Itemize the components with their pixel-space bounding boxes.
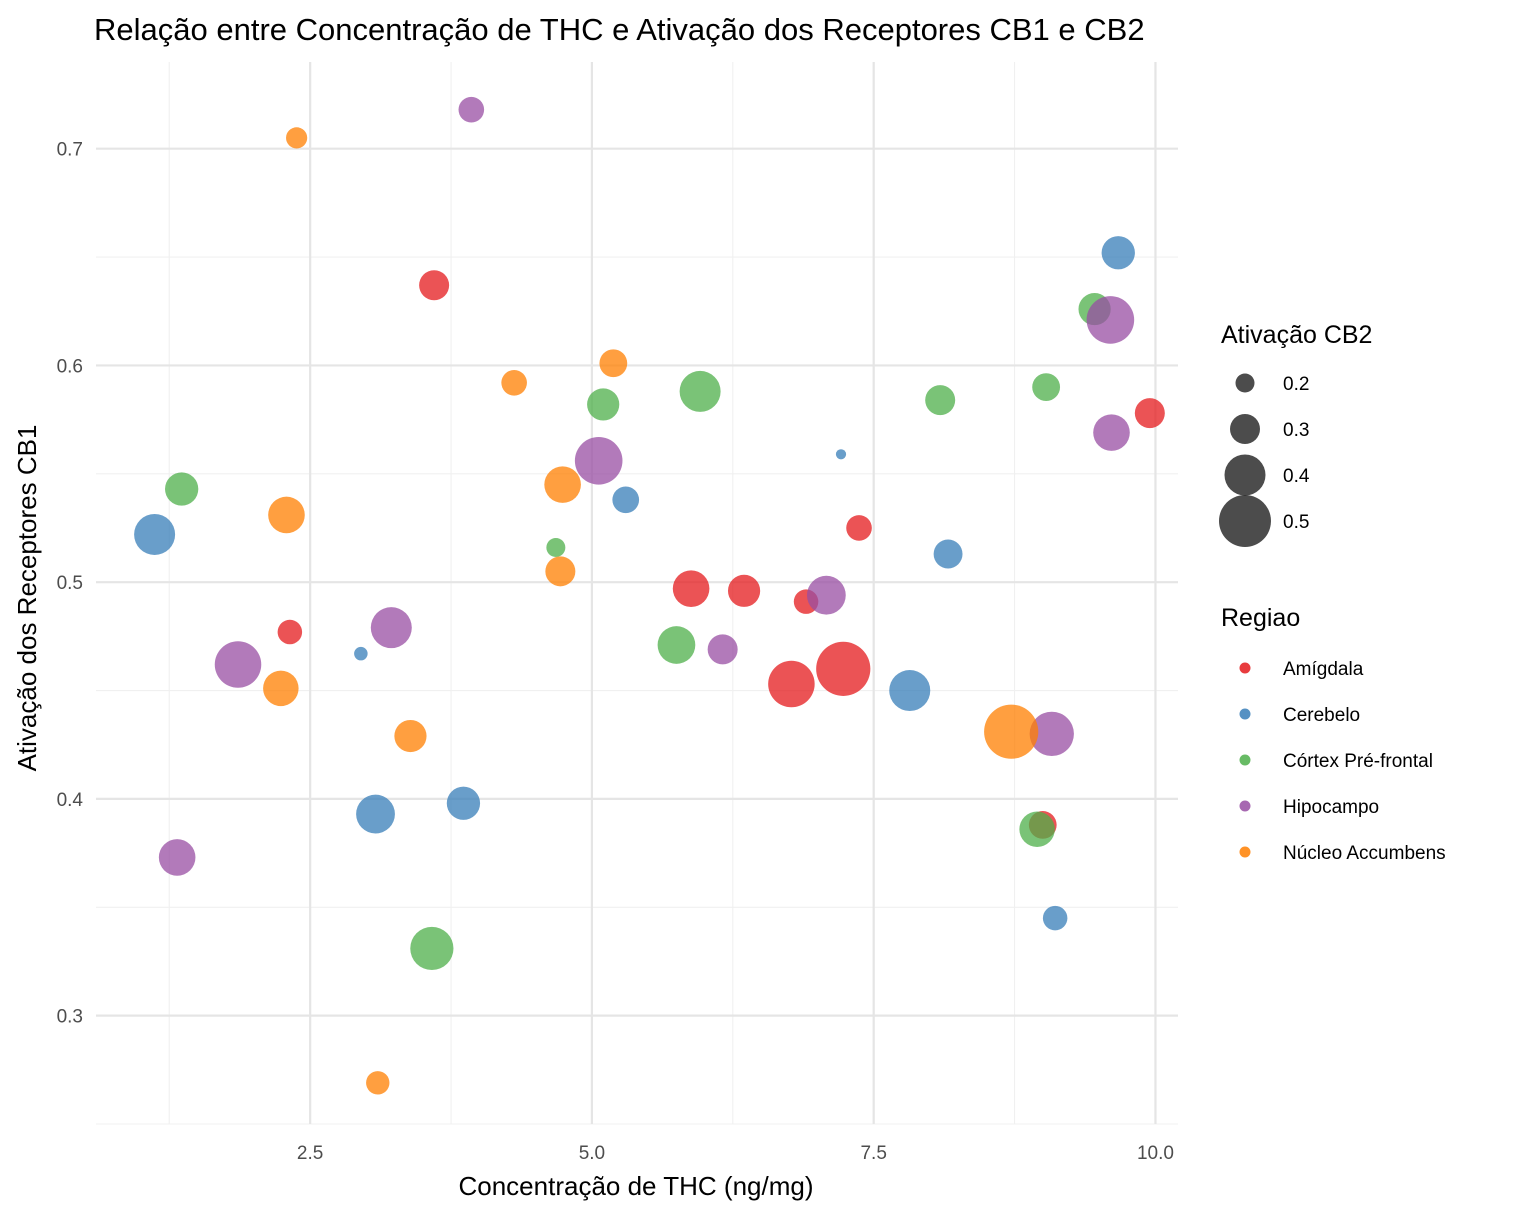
data-point (158, 839, 196, 876)
x-tick-label: 5.0 (579, 1143, 605, 1164)
color-legend-key (1239, 662, 1251, 674)
size-legend-key (1224, 454, 1266, 496)
data-points (134, 96, 1165, 1095)
size-legend-label: 0.4 (1283, 466, 1310, 487)
data-point (587, 388, 620, 421)
size-legend-key (1219, 495, 1271, 547)
y-tick-label: 0.3 (57, 1007, 83, 1028)
data-point (574, 436, 623, 485)
x-tick-label: 7.5 (860, 1143, 886, 1164)
data-point (1101, 236, 1135, 270)
size-legend-label: 0.3 (1283, 420, 1309, 441)
data-point (165, 472, 199, 506)
color-legend-label: Hipocampo (1283, 797, 1379, 818)
data-point (1032, 373, 1061, 402)
color-legend-key (1239, 800, 1251, 812)
color-legend-label: Córtex Pré-frontal (1283, 751, 1433, 772)
data-point (984, 704, 1039, 759)
y-tick-label: 0.5 (57, 573, 83, 594)
color-legend-label: Amígdala (1283, 659, 1364, 680)
data-point (816, 641, 871, 696)
data-point (846, 515, 872, 541)
y-axis-ticks: 0.3 0.4 0.5 0.6 0.7 (57, 140, 84, 1028)
data-point (370, 607, 412, 649)
data-point (277, 619, 303, 645)
data-point (1134, 398, 1165, 429)
x-tick-label: 2.5 (297, 1143, 323, 1164)
data-point (925, 385, 956, 416)
data-point (354, 646, 368, 661)
size-legend: Ativação CB2 0.2 0.3 0.4 0.5 (1219, 321, 1372, 547)
color-legend-key (1239, 846, 1251, 858)
color-legend-key (1239, 754, 1251, 766)
data-point (612, 486, 640, 514)
size-legend-label: 0.2 (1283, 374, 1309, 395)
major-gridlines (96, 62, 1178, 1124)
data-point (134, 513, 176, 555)
data-point (446, 786, 481, 820)
data-point (933, 539, 963, 569)
size-legend-label: 0.5 (1283, 512, 1309, 533)
data-point (1019, 811, 1055, 847)
data-point (214, 641, 262, 688)
data-point (657, 626, 696, 664)
data-point (286, 127, 308, 149)
x-axis-ticks: 2.5 5.0 7.5 10.0 (297, 1143, 1174, 1164)
data-point (366, 1071, 390, 1095)
y-tick-label: 0.4 (57, 790, 84, 811)
data-point (1093, 414, 1130, 451)
data-point (707, 634, 738, 665)
chart-title: Relação entre Concentração de THC e Ativ… (94, 12, 1145, 47)
data-point (410, 926, 454, 971)
y-axis-title: Ativação dos Receptores CB1 (12, 425, 42, 772)
color-legend-label: Núcleo Accumbens (1283, 843, 1446, 864)
data-point (727, 574, 761, 607)
data-point (672, 570, 710, 607)
data-point (545, 556, 576, 587)
size-legend-key (1230, 414, 1260, 444)
data-point (263, 670, 299, 707)
size-legend-title: Ativação CB2 (1221, 321, 1372, 349)
data-point (1029, 711, 1074, 757)
data-point (501, 369, 527, 396)
data-point (599, 349, 628, 378)
data-point (1086, 296, 1135, 344)
data-point (356, 794, 395, 834)
data-point (679, 370, 721, 412)
y-tick-label: 0.6 (57, 356, 83, 377)
data-point (546, 537, 566, 557)
data-point (768, 660, 815, 708)
minor-gridlines (96, 62, 1178, 1125)
data-point (458, 96, 485, 123)
color-legend-title: Regiao (1221, 604, 1300, 632)
data-point (889, 670, 931, 712)
data-point (1042, 905, 1068, 931)
data-point (268, 496, 305, 534)
color-legend-key (1239, 708, 1251, 720)
data-point (806, 575, 846, 615)
y-tick-label: 0.7 (57, 140, 83, 161)
data-point (544, 466, 581, 503)
data-point (835, 449, 847, 460)
data-point (419, 270, 450, 301)
data-point (394, 719, 427, 753)
color-legend: Regiao Amígdala Cerebelo Córtex Pré-fronta… (1221, 604, 1446, 864)
x-tick-label: 10.0 (1137, 1143, 1174, 1164)
size-legend-key (1235, 373, 1255, 393)
color-legend-label: Cerebelo (1283, 705, 1360, 726)
x-axis-title: Concentração de THC (ng/mg) (458, 1171, 813, 1201)
